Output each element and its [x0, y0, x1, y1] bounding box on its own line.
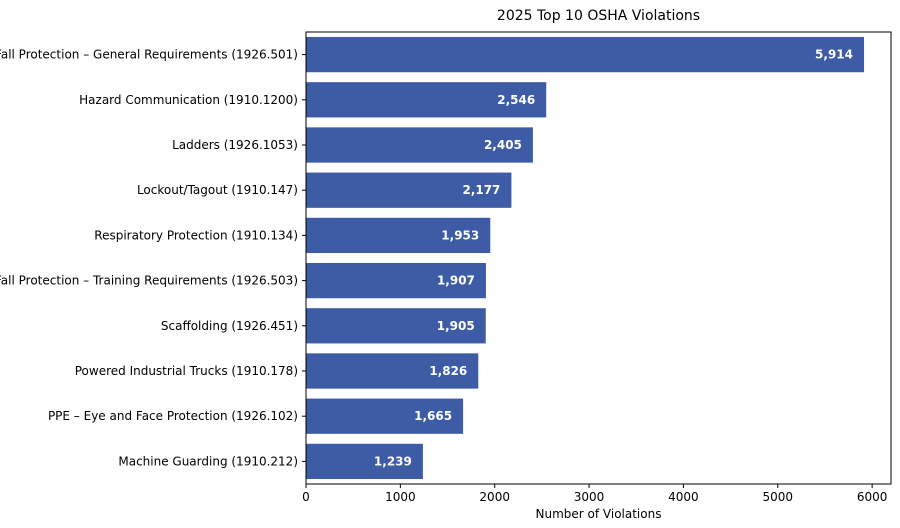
bar-value-label-1: 5,914 [815, 48, 853, 62]
bar-6 [306, 262, 486, 299]
bar-value-label-2: 2,546 [497, 93, 535, 107]
category-label-5: Respiratory Protection (1910.134) [94, 228, 298, 242]
category-label-8: Powered Industrial Trucks (1910.178) [75, 364, 298, 378]
x-tick-label-4: 4000 [668, 490, 699, 504]
x-tick-label-5: 5000 [763, 490, 794, 504]
x-tick-label-1: 1000 [385, 490, 416, 504]
bar-5 [306, 217, 491, 254]
plot-frame [305, 31, 892, 485]
bar-1 [306, 36, 865, 73]
bar-9 [306, 398, 464, 434]
bar-10 [306, 443, 423, 480]
x-ticks-group: 0 1000 2000 3000 4000 5000 6000 [302, 484, 887, 504]
chart-title: 2025 Top 10 OSHA Violations [497, 8, 700, 24]
bar-value-label-9: 1,665 [414, 409, 452, 423]
bar-value-label-4: 2,177 [462, 183, 500, 197]
bar-4 [306, 172, 512, 208]
bar-3 [306, 127, 533, 163]
category-label-9: PPE – Eye and Face Protection (1926.102) [48, 409, 298, 423]
bar-2 [306, 82, 547, 118]
category-label-6: Fall Protection – Training Requirements … [0, 274, 298, 288]
x-tick-label-2: 2000 [479, 490, 510, 504]
x-axis-label: Number of Violations [536, 507, 662, 521]
x-tick-label-3: 3000 [574, 490, 605, 504]
x-tick-label-0: 0 [302, 490, 310, 504]
category-label-10: Machine Guarding (1910.212) [118, 454, 298, 468]
bar-value-label-8: 1,826 [429, 364, 467, 378]
category-label-2: Hazard Communication (1910.1200) [79, 93, 298, 107]
bar-value-label-6: 1,907 [437, 274, 475, 288]
bar-7 [306, 308, 486, 344]
category-label-4: Lockout/Tagout (1910.147) [137, 183, 298, 197]
category-labels-group: Fall Protection – General Requirements (… [0, 48, 306, 468]
bar-value-label-3: 2,405 [484, 138, 522, 152]
bar-8 [306, 353, 479, 389]
bar-value-label-5: 1,953 [441, 228, 479, 242]
category-label-7: Scaffolding (1926.451) [161, 319, 298, 333]
category-label-3: Ladders (1926.1053) [172, 138, 298, 152]
bars-group: 5,914 2,546 2,405 2,177 1,953 1,907 1,905 1,826… [306, 36, 865, 480]
x-tick-label-6: 6000 [857, 490, 888, 504]
bar-value-label-10: 1,239 [374, 454, 412, 468]
category-label-1: Fall Protection – General Requirements (… [0, 48, 298, 62]
bar-value-label-7: 1,905 [437, 319, 475, 333]
